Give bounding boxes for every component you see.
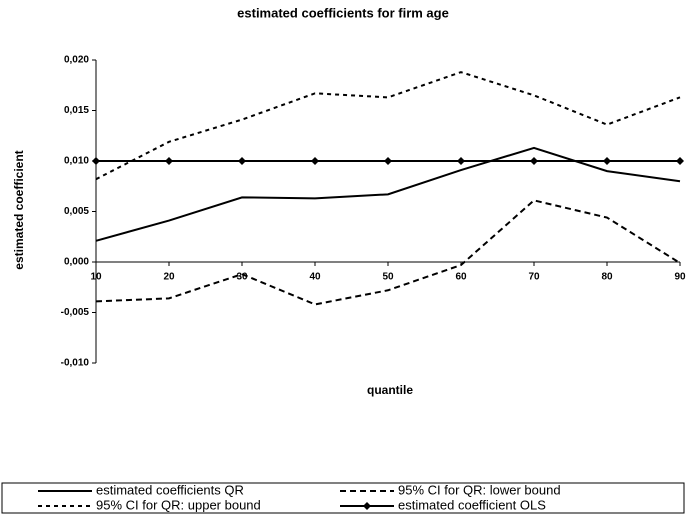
x-tick-label: 20: [163, 272, 175, 283]
x-tick-label: 50: [382, 272, 394, 283]
x-tick-label: 80: [601, 272, 613, 283]
x-tick-label: 40: [309, 272, 321, 283]
point-marker: [603, 157, 611, 165]
y-tick-label: 0,020: [64, 55, 89, 66]
point-marker: [530, 157, 538, 165]
x-tick-label: 30: [236, 272, 248, 283]
series-line: [95, 146, 681, 242]
point-marker: [676, 157, 684, 165]
legend-marker: [363, 502, 371, 510]
legend-label: estimated coefficients QR: [96, 482, 244, 497]
point-marker: [384, 157, 392, 165]
x-tick-label: 10: [90, 272, 102, 283]
x-axis-label: quantile: [367, 383, 413, 397]
x-tick-label: 60: [455, 272, 467, 283]
x-tick-label: 70: [528, 272, 540, 283]
legend-label: 95% CI for QR: upper bound: [96, 497, 261, 512]
x-tick-label: 90: [674, 272, 686, 283]
legend-label: 95% CI for QR: lower bound: [398, 482, 561, 497]
point-marker: [238, 157, 246, 165]
y-tick-label: -0,010: [61, 358, 90, 369]
point-marker: [311, 157, 319, 165]
y-tick-label: 0,000: [64, 257, 89, 268]
legend-box: [1, 482, 685, 514]
y-tick-label: -0,005: [61, 307, 90, 318]
y-tick-label: 0,015: [64, 105, 89, 116]
legend-label: estimated coefficient OLS: [398, 497, 546, 512]
series-line: [95, 199, 681, 306]
point-marker: [165, 157, 173, 165]
point-marker: [457, 157, 465, 165]
y-tick-label: 0,010: [64, 156, 89, 167]
y-tick-label: 0,005: [64, 206, 89, 217]
point-marker: [92, 157, 100, 165]
series-line: [95, 71, 681, 181]
y-axis-label: estimated coefficient: [12, 150, 26, 269]
chart-title: estimated coefficients for firm age: [237, 5, 449, 20]
